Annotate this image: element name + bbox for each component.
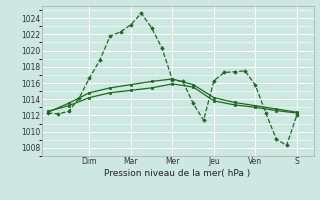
X-axis label: Pression niveau de la mer( hPa ): Pression niveau de la mer( hPa ) [104, 169, 251, 178]
